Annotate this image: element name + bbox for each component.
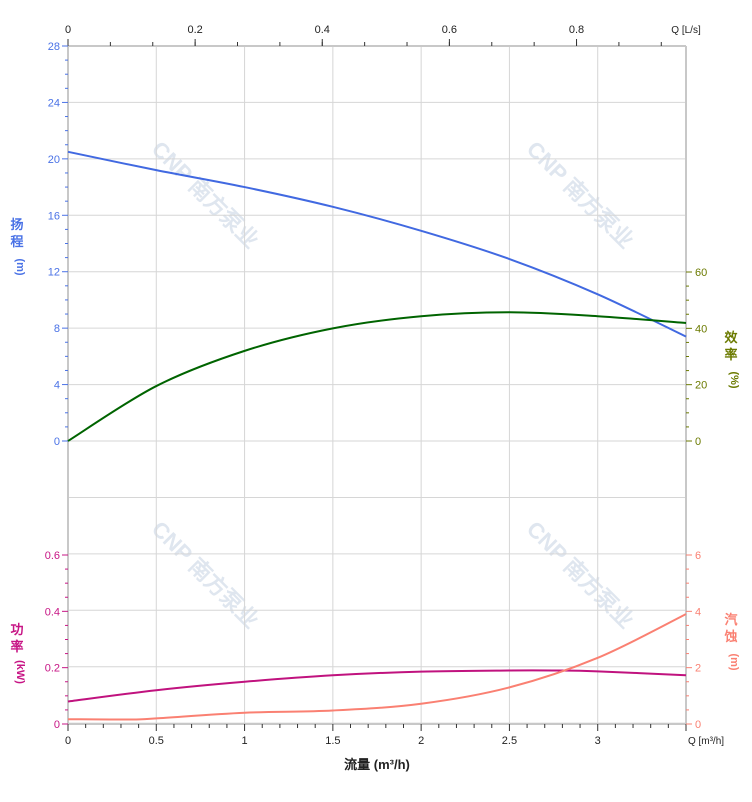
efficiency-curve [67,311,687,442]
top-tick-label: 0.2 [187,24,202,36]
head-axis-tick-label: 12 [48,267,60,279]
power-axis-tick-label: 0.6 [45,550,60,562]
head-axis-tick-label: 20 [48,154,60,166]
npsh-axis-tick-label: 4 [695,606,701,618]
efficiency-axis-title-2: 率 [724,347,737,362]
head-curve [67,150,687,338]
efficiency-axis-title-1: 效 [724,330,738,345]
power-axis-tick-label: 0.4 [45,606,60,618]
npsh-axis-tick-label: 0 [695,719,701,731]
power-axis-title-2: 率 [10,639,23,654]
npsh-axis-title-1: 汽 [724,612,737,627]
bottom-axis-unit: Q [m³/h] [688,736,724,747]
top-axis-unit: Q [L/s] [671,25,701,36]
head-axis-title-unit: (m) [14,258,26,275]
head-axis-tick-label: 8 [54,323,60,335]
power-axis-title-unit: (kW) [14,660,26,684]
head-axis-tick-label: 24 [48,97,60,109]
bottom-tick-label: 1.5 [325,735,340,747]
bottom-tick-label: 2.5 [502,735,517,747]
top-tick-label: 0 [65,24,71,36]
watermark-1: CNP 南方泵业 [522,136,639,253]
efficiency-axis-title-unit: (%) [728,371,740,388]
head-axis-tick-label: 0 [54,436,60,448]
power-axis-tick-label: 0.2 [45,663,60,675]
head-axis-tick-label: 16 [48,210,60,222]
power-curve [67,669,687,703]
x-axis-title: 流量 (m³/h) [344,757,410,772]
top-tick-label: 0.4 [315,24,330,36]
efficiency-axis-tick-label: 60 [695,267,707,279]
head-axis-tick-label: 28 [48,41,60,53]
top-tick-label: 0.8 [569,24,584,36]
npsh-axis-tick-label: 2 [695,663,701,675]
head-axis-tick-label: 4 [54,380,60,392]
power-axis-title-1: 功 [10,622,23,637]
npsh-axis-tick-label: 6 [695,550,701,562]
bottom-tick-label: 3 [595,735,601,747]
watermark-2: CNP 南方泵业 [147,516,264,633]
npsh-curve [67,613,687,721]
watermark-0: CNP 南方泵业 [147,136,264,253]
power-axis-tick-label: 0 [54,719,60,731]
npsh-axis-title-2: 蚀 [723,629,737,644]
efficiency-axis-tick-label: 40 [695,323,707,335]
bottom-tick-label: 1 [242,735,248,747]
head-axis-title-2: 程 [10,234,23,249]
npsh-axis-title-unit: (m) [728,653,740,670]
top-tick-label: 0.6 [442,24,457,36]
bottom-tick-label: 0.5 [149,735,164,747]
efficiency-axis-tick-label: 0 [695,436,701,448]
bottom-tick-label: 0 [65,735,71,747]
efficiency-axis-tick-label: 20 [695,380,707,392]
head-axis-title-1: 扬 [10,217,23,232]
watermark-3: CNP 南方泵业 [522,516,639,633]
bottom-tick-label: 2 [418,735,424,747]
